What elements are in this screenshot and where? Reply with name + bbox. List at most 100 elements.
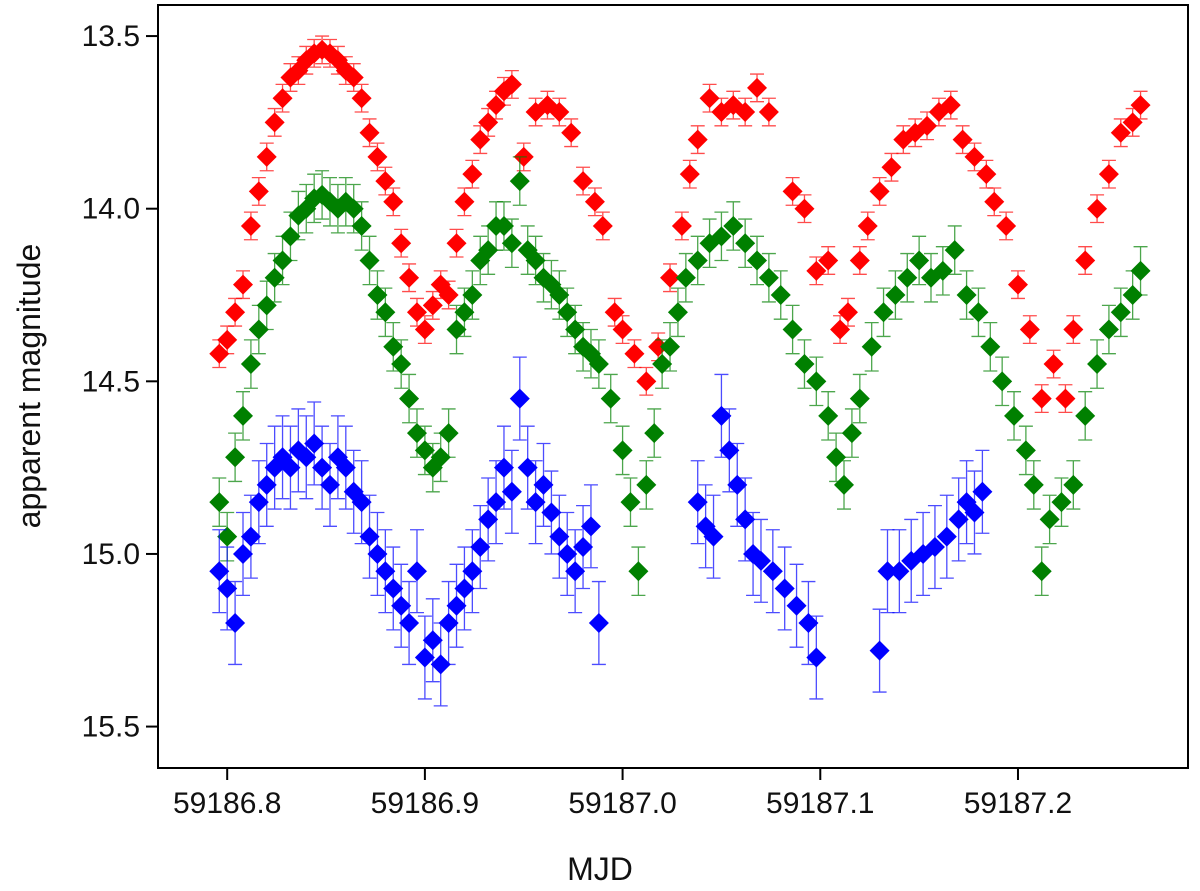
data-point: [798, 612, 819, 633]
data-point: [478, 112, 499, 133]
data-point: [454, 302, 475, 323]
data-point: [909, 250, 930, 271]
data-point: [703, 526, 724, 547]
data-point: [612, 440, 633, 461]
data-point: [462, 561, 483, 582]
data-point: [1075, 405, 1096, 426]
data-point: [517, 457, 538, 478]
data-point: [359, 122, 380, 143]
data-point: [525, 250, 546, 271]
data-point: [561, 122, 582, 143]
x-tick-label: 59187.0: [568, 787, 676, 820]
data-point: [628, 561, 649, 582]
data-point: [517, 240, 538, 261]
data-point: [1063, 319, 1084, 340]
data-point: [335, 457, 356, 478]
data-point: [367, 146, 388, 167]
data-point: [367, 543, 388, 564]
data-point: [794, 198, 815, 219]
data-point: [711, 405, 732, 426]
data-point: [565, 319, 586, 340]
data-point: [786, 595, 807, 616]
data-point: [687, 129, 708, 150]
data-point: [830, 319, 851, 340]
data-point: [652, 354, 673, 375]
data-point: [976, 164, 997, 185]
data-point: [861, 336, 882, 357]
data-point: [391, 354, 412, 375]
data-point: [1122, 285, 1143, 306]
data-point: [422, 630, 443, 651]
data-point: [406, 302, 427, 323]
y-axis-label: apparent magnitude: [11, 244, 47, 529]
data-point: [604, 302, 625, 323]
data-point: [818, 250, 839, 271]
data-point: [391, 233, 412, 254]
plot-marks: [209, 35, 1151, 707]
data-point: [454, 578, 475, 599]
data-point: [948, 509, 969, 530]
data-point: [438, 612, 459, 633]
data-point: [209, 561, 230, 582]
data-point: [248, 492, 269, 513]
data-point: [391, 595, 412, 616]
data-point: [533, 474, 554, 495]
data-point: [782, 181, 803, 202]
data-point: [644, 423, 665, 444]
data-point: [1122, 112, 1143, 133]
data-point: [470, 537, 491, 558]
data-point: [956, 285, 977, 306]
data-point: [367, 285, 388, 306]
data-point: [375, 171, 396, 192]
data-point: [422, 295, 443, 316]
data-point: [319, 474, 340, 495]
data-point: [917, 115, 938, 136]
data-point: [501, 233, 522, 254]
data-point: [1039, 509, 1060, 530]
data-point: [889, 561, 910, 582]
data-point: [869, 640, 890, 661]
data-point: [992, 371, 1013, 392]
x-tick-label: 59186.9: [371, 787, 479, 820]
data-point: [837, 302, 858, 323]
data-point: [1043, 354, 1064, 375]
data-point: [414, 440, 435, 461]
data-point: [359, 526, 380, 547]
data-point: [312, 457, 333, 478]
data-point: [952, 129, 973, 150]
y-tick-label: 15.5: [82, 711, 140, 744]
data-point: [383, 578, 404, 599]
data-point: [727, 474, 748, 495]
data-point: [897, 267, 918, 288]
data-point: [240, 526, 261, 547]
data-point: [869, 181, 890, 202]
data-point: [375, 561, 396, 582]
data-point: [430, 447, 451, 468]
data-point: [1130, 260, 1151, 281]
data-point: [762, 561, 783, 582]
data-point: [454, 191, 475, 212]
data-point: [486, 95, 507, 116]
data-point: [217, 526, 238, 547]
data-point: [383, 336, 404, 357]
data-point: [794, 354, 815, 375]
data-point: [248, 319, 269, 340]
y-tick-label: 14.5: [82, 365, 140, 398]
data-point: [588, 612, 609, 633]
data-point: [288, 60, 309, 81]
data-point: [758, 267, 779, 288]
data-point: [225, 447, 246, 468]
data-point: [723, 215, 744, 236]
data-point: [264, 267, 285, 288]
x-tick-label: 59186.8: [173, 787, 281, 820]
data-point: [509, 388, 530, 409]
data-point: [968, 302, 989, 323]
data-point: [414, 647, 435, 668]
data-point: [624, 343, 645, 364]
data-point: [557, 302, 578, 323]
data-point: [351, 215, 372, 236]
data-point: [359, 250, 380, 271]
data-point: [735, 102, 756, 123]
data-point: [304, 433, 325, 454]
